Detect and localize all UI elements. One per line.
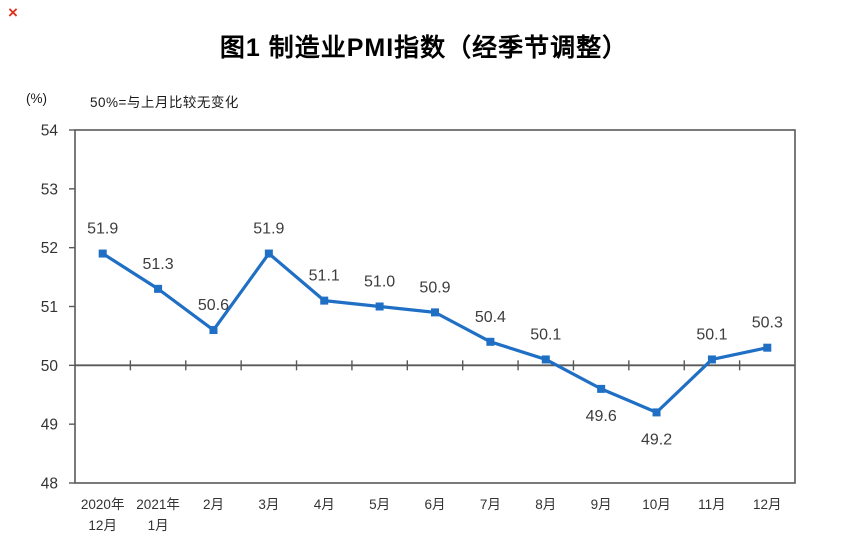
y-axis-unit-label: (%) [26,91,47,106]
y-axis-tick-label: 49 [41,417,58,434]
data-point-label: 49.6 [586,408,617,425]
data-point-label: 51.3 [143,256,174,273]
chart-title: 图1 制造业PMI指数（经季节调整） [219,34,629,62]
data-point-label: 50.6 [198,297,229,314]
x-axis-category-label: 2020年 12月 [81,497,125,533]
data-point-marker [541,355,550,364]
red-x-mark: × [8,3,18,22]
data-point-marker [320,296,329,305]
x-axis-category-label: 12月 [753,497,782,512]
data-point-marker [707,355,716,364]
data-point-marker [98,249,107,258]
x-axis-category-label: 3月 [258,497,279,512]
data-point-marker [209,326,218,335]
x-axis-category-label: 11月 [698,497,726,512]
y-axis-tick-label: 52 [41,240,58,257]
data-point-label: 49.2 [641,431,672,448]
x-axis-category-label: 6月 [424,497,445,512]
data-point-label: 51.9 [253,221,284,238]
x-axis-category-label: 10月 [642,497,671,512]
x-axis-category-label: 5月 [369,497,390,512]
y-axis-tick-label: 51 [41,299,58,316]
data-point-marker [486,337,495,346]
x-axis-category-label: 4月 [314,497,335,512]
x-axis-category-label: 8月 [535,497,556,512]
data-point-marker [597,384,606,393]
pmi-line [101,251,768,414]
data-point-marker [154,284,163,293]
chart-subtitle-row: (%) 50%=与上月比较无变化 [0,91,848,110]
data-point-label: 50.1 [530,326,561,343]
data-point-marker [652,408,661,417]
data-point-label: 51.9 [87,221,118,238]
y-axis-tick-label: 54 [41,123,59,140]
data-point-label: 50.1 [696,326,727,343]
data-point-marker [264,249,273,258]
data-point-label: 50.4 [475,309,506,326]
x-axis-category-label: 2021年 1月 [136,497,180,533]
x-axis-category-label: 7月 [480,497,501,512]
data-point-label: 51.1 [309,268,340,285]
x-axis-category-label: 9月 [591,497,612,512]
y-axis-tick-label: 50 [41,358,59,375]
y-axis-tick-label: 53 [41,181,58,198]
data-point-label: 50.3 [752,315,783,332]
data-point-marker [375,302,384,311]
y-axis-tick-label: 48 [41,476,58,493]
data-point-label: 51.0 [364,274,395,291]
data-point-marker [431,308,439,317]
reference-note-label: 50%=与上月比较无变化 [90,95,239,110]
data-point-marker [763,343,772,352]
data-point-label: 50.9 [419,279,450,296]
x-axis-category-label: 2月 [203,497,224,512]
